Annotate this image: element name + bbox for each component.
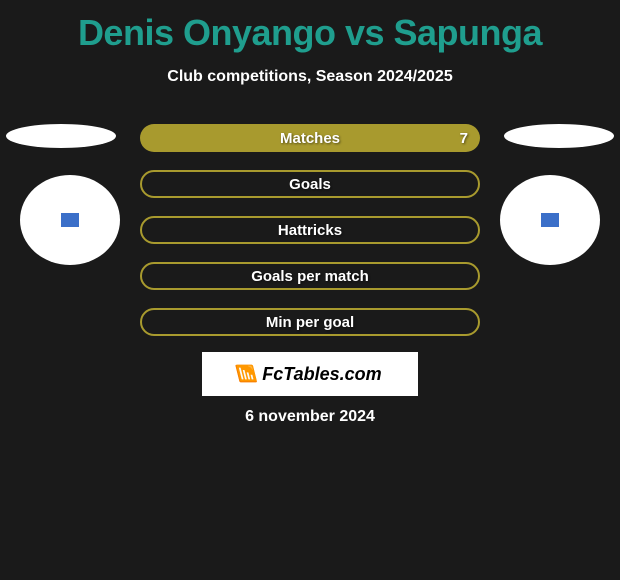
logo-label: FcTables.com [262,364,381,385]
player-label-ellipse-right [504,124,614,148]
stat-row-hattricks: Hattricks [140,216,480,244]
footer-date: 6 november 2024 [0,408,620,426]
player-avatar-right [500,175,600,265]
avatar-badge-icon [541,213,559,227]
stat-label: Min per goal [266,314,354,331]
player-label-ellipse-left [6,124,116,148]
chart-icon: 📶 [238,364,258,384]
avatar-badge-icon [61,213,79,227]
stat-row-matches: Matches 7 [140,124,480,152]
stat-label: Goals per match [251,268,369,285]
stat-label: Hattricks [278,222,342,239]
logo-text: 📶 FcTables.com [238,364,381,385]
logo-badge: 📶 FcTables.com [202,352,418,396]
player-avatar-left [20,175,120,265]
stat-value-right: 7 [460,130,468,147]
page-title: Denis Onyango vs Sapunga [0,0,620,54]
stat-label: Matches [280,130,340,147]
page-subtitle: Club competitions, Season 2024/2025 [0,68,620,86]
stat-row-min-per-goal: Min per goal [140,308,480,336]
stat-row-goals-per-match: Goals per match [140,262,480,290]
stats-column: Matches 7 Goals Hattricks Goals per matc… [140,124,480,354]
stat-label: Goals [289,176,331,193]
stat-row-goals: Goals [140,170,480,198]
